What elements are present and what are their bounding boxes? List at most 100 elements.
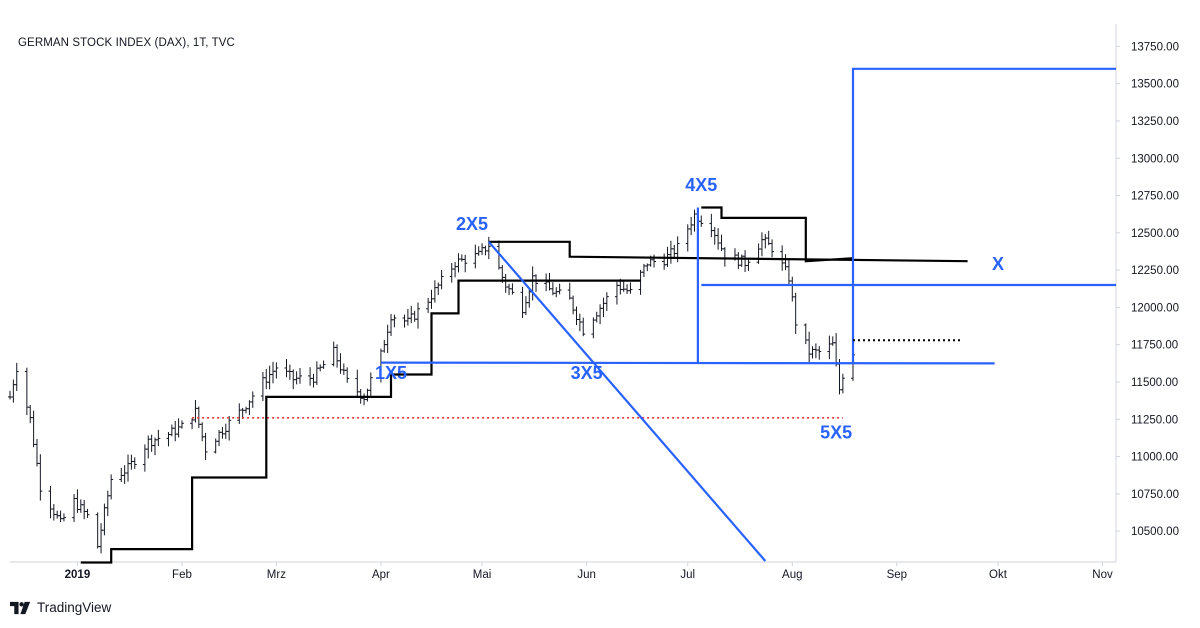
ohlc-bar [834,333,839,367]
ohlc-bar [28,405,33,424]
chart-frame [10,24,1117,563]
ohlc-bar [736,252,741,270]
y-tick-label: 13750.00 [1131,41,1179,53]
ohlc-bar [405,309,410,326]
ohlc-bar [284,358,289,378]
ohlc-bar [486,236,491,260]
ohlc-bar [8,390,12,400]
ohlc-bar [453,261,458,278]
ohlc-bar [557,283,562,295]
ohlc-bar [449,262,454,283]
x-tick-label: Jul [680,569,695,581]
ohlc-bar [173,420,178,442]
ohlc-bar [638,269,643,295]
ohlc-bar [628,282,633,294]
ohlc-bar [621,280,626,292]
ohlc-bar [82,499,87,520]
ohlc-bar [520,286,525,318]
y-tick-label: 11750.00 [1131,340,1178,352]
ohlc-bar [807,331,812,364]
ohlc-bar [766,230,771,246]
ohlc-bar [250,391,255,408]
ohlc-bar [193,399,198,423]
y-tick-label: 10750.00 [1131,489,1179,501]
ohlc-bar [345,367,350,383]
annotation-label: 3X5 [571,363,603,383]
ohlc-bar [473,244,478,269]
ohlc-bar [331,341,336,367]
ohlc-bar [803,323,808,345]
ohlc-bar [432,280,437,303]
ohlc-bar [126,454,131,482]
ohlc-bar [813,343,818,359]
x-tick-label: Mai [473,569,492,581]
ohlc-bar [287,364,292,380]
ohlc-bar [783,254,788,271]
ohlc-bar [95,512,100,549]
ohlc-bar [61,513,66,522]
time-axis[interactable]: 2019 Feb Mrz Apr Mai Jun Jul Aug Sep Okt Nov [65,562,1113,581]
price-axis[interactable]: 13750.00 13500.00 13250.00 13000.00 12750.00… [1116,41,1179,538]
ohlc-bar [416,302,421,329]
x-tick-label: Mrz [267,569,286,581]
ohlc-bar [463,254,468,273]
ohlc-bar [267,365,272,390]
ohlc-bar [122,465,127,484]
ohlc-bar [203,432,208,460]
tradingview-logo-icon [10,601,31,614]
ohlc-bar [368,372,373,397]
ohlc-bar [722,247,727,267]
ohlc-bar [523,296,528,315]
x-tick-label: Sep [887,569,907,581]
ohlc-bar [85,508,90,518]
black-step-line [80,279,641,564]
ohlc-bar [439,270,444,290]
ohlc-bar [426,297,431,313]
drawings-layer [80,67,1116,564]
ohlc-bar [176,418,181,438]
ohlc-bar [571,295,576,315]
ohlc-bar [689,216,694,236]
ohlc-bar [793,292,798,335]
tradingview-brand[interactable]: TradingView [10,600,111,615]
ohlc-bar [102,503,107,536]
ohlc-bar [244,406,249,414]
brand-text: TradingView [37,600,112,615]
ohlc-bar [78,499,83,513]
ohlc-bar [709,213,714,238]
black-step-line [701,206,854,263]
ohlc-bar [412,310,417,322]
ohlc-bar [38,454,43,501]
ohlc-bar [594,311,599,323]
ohlc-bar [142,444,147,472]
ohlc-bar [237,403,242,424]
ohlc-bar [14,362,19,392]
annotation-labels: 1X5 2X5 3X5 4X5 5X5 X [375,175,1004,443]
ohlc-bar [311,373,316,388]
ohlc-bar [554,287,559,298]
ohlc-bar [24,367,29,416]
ohlc-bar [271,361,276,384]
x-tick-label: Jun [577,569,596,581]
ohlc-bar [716,228,721,250]
y-tick-label: 12750.00 [1131,191,1179,203]
annotation-label: 2X5 [456,214,488,234]
ohlc-bar [389,313,394,336]
ohlc-bar [685,224,690,252]
ohlc-bar [625,284,630,295]
y-tick-label: 11250.00 [1131,414,1178,426]
ohlc-bar [382,339,387,353]
ohlc-bar [409,305,414,324]
annotation-label: X [992,254,1004,274]
ohlc-bar [604,292,609,311]
ohlc-bar [672,244,677,259]
ohlc-bar [149,434,154,452]
blue-trend-line [487,241,767,562]
ohlc-bar [132,457,137,469]
ohlc-bar [827,335,832,360]
y-tick-label: 13500.00 [1131,79,1179,91]
y-tick-label: 11000.00 [1131,452,1178,464]
ohlc-bar [817,346,822,360]
ohlc-bar [459,254,464,262]
